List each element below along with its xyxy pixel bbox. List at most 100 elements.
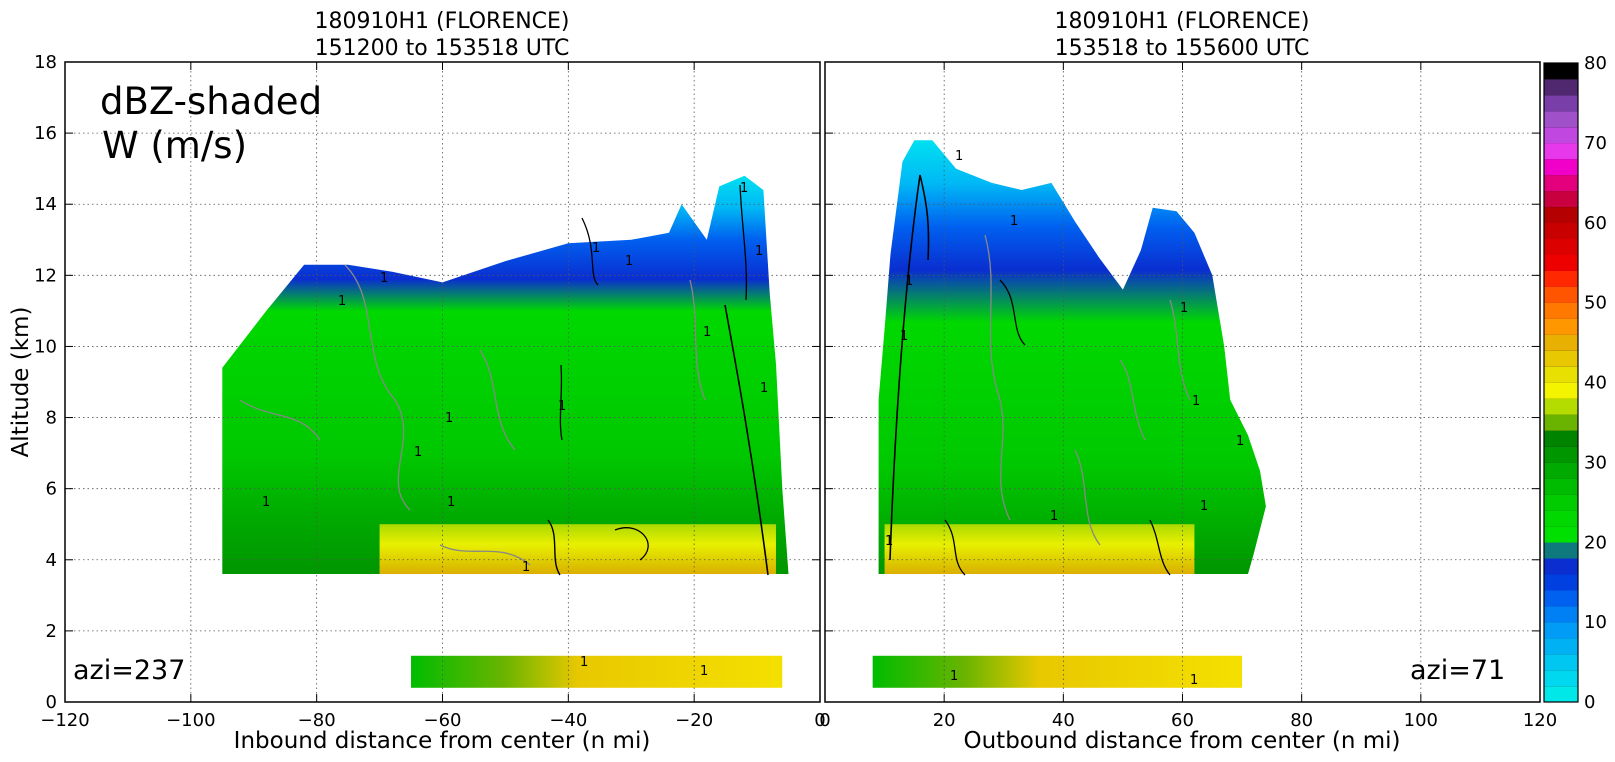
colorbar-segment: [1544, 190, 1578, 208]
x-tick-label: 20: [933, 710, 956, 731]
colorbar-segment: [1544, 366, 1578, 383]
colorbar-segment: [1544, 94, 1578, 112]
left-reflectivity-field: [222, 175, 789, 575]
colorbar-tick-label: 50: [1584, 293, 1607, 314]
y-tick-label: 16: [34, 123, 57, 144]
downdraft-contour: [984, 234, 1011, 521]
left-contour-labels: 1 1 1 1 1 1 1 1 1 1 1 1 1 1 1 1: [262, 181, 768, 679]
colorbar-segment: [1544, 382, 1578, 399]
contour-label: 1: [522, 560, 530, 575]
left-melting-layer: [379, 524, 776, 574]
left-azimuth-label: azi=237: [73, 655, 185, 686]
colorbar-segment: [1544, 670, 1578, 687]
updraft-contour: [739, 184, 748, 301]
contour-label: 1: [1200, 499, 1208, 514]
x-tick-label: 0: [814, 710, 825, 731]
y-axis-label: Altitude (km): [8, 307, 34, 458]
contour-label: 1: [445, 411, 453, 426]
contour-label: 1: [885, 534, 893, 549]
colorbar-segment: [1544, 110, 1578, 128]
x-tick-label: −120: [40, 710, 89, 731]
y-tick-label: 12: [34, 265, 57, 286]
colorbar-segment: [1544, 254, 1578, 271]
colorbar-segment: [1544, 142, 1578, 160]
downdraft-contour: [239, 399, 321, 441]
colorbar-segment: [1544, 478, 1578, 495]
x-tick-label: −20: [675, 710, 713, 731]
colorbar-segments: [1544, 62, 1578, 703]
contour-label: 1: [700, 664, 708, 679]
colorbar-segment: [1544, 494, 1578, 511]
x-tick-label: 60: [1171, 710, 1194, 731]
colorbar-ticks: 0 10 20 30 40 50 60 70 80: [1584, 53, 1607, 713]
y-tick-label: 6: [46, 479, 57, 500]
colorbar-segment: [1544, 398, 1578, 415]
right-contour-labels: 1 1 1 1 1 1 1 1 1 1 1 1: [885, 149, 1244, 688]
x-tick-label: 120: [1523, 710, 1557, 731]
contour-label: 1: [580, 655, 588, 670]
colorbar-tick-label: 80: [1584, 53, 1607, 74]
contour-label: 1: [900, 329, 908, 344]
contour-label: 1: [380, 271, 388, 286]
contour-label: 1: [1236, 434, 1244, 449]
right-contours: [889, 174, 1191, 576]
colorbar-segment: [1544, 558, 1578, 575]
x-tick-label: 40: [1052, 710, 1075, 731]
left-grid: [65, 62, 820, 702]
contour-label: 1: [1010, 214, 1018, 229]
colorbar-tick-label: 30: [1584, 452, 1607, 473]
downdraft-contour: [344, 264, 411, 511]
colorbar-segment: [1544, 462, 1578, 479]
colorbar-segment: [1544, 574, 1578, 591]
colorbar-segment: [1544, 63, 1578, 80]
updraft-contour: [999, 279, 1026, 346]
contour-label: 1: [1180, 301, 1188, 316]
downdraft-contour: [1119, 359, 1146, 441]
y-tick-label: 2: [46, 621, 57, 642]
updraft-contour: [1149, 519, 1171, 576]
contour-label: 1: [1192, 394, 1200, 409]
contour-label: 1: [950, 669, 958, 684]
left-panel: 180910H1 (FLORENCE) 151200 to 153518 UTC: [8, 9, 826, 754]
right-low-level-band: [872, 655, 1243, 688]
left-title-line2: 151200 to 153518 UTC: [315, 36, 570, 61]
colorbar-segment: [1544, 686, 1578, 703]
contour-label: 1: [262, 495, 270, 510]
contour-label: 1: [755, 244, 763, 259]
contour-label: 1: [414, 445, 422, 460]
x-tick-label: −80: [298, 710, 336, 731]
colorbar-tick-label: 20: [1584, 532, 1607, 553]
colorbar-segment: [1544, 302, 1578, 319]
right-melting-layer: [884, 524, 1195, 574]
downdraft-contour: [1169, 299, 1191, 401]
colorbar-segment: [1544, 222, 1578, 240]
x-tick-label: −60: [424, 710, 462, 731]
x-tick-label: −40: [549, 710, 587, 731]
annotation-w-units: W (m/s): [102, 124, 247, 167]
colorbar-segment: [1544, 638, 1578, 655]
colorbar-segment: [1544, 126, 1578, 144]
right-grid: [825, 62, 1540, 702]
colorbar-segment: [1544, 446, 1578, 463]
y-tick-label: 0: [46, 692, 57, 713]
colorbar-segment: [1544, 606, 1578, 623]
colorbar-segment: [1544, 286, 1578, 303]
colorbar-segment: [1544, 318, 1578, 335]
x-tick-label: 0: [819, 710, 830, 731]
right-x-axis-label: Outbound distance from center (n mi): [964, 728, 1401, 754]
colorbar-segment: [1544, 414, 1578, 431]
x-tick-label: −100: [166, 710, 215, 731]
colorbar-segment: [1544, 510, 1578, 527]
y-tick-label: 4: [46, 550, 57, 571]
colorbar-tick-label: 40: [1584, 373, 1607, 394]
y-tick-label: 18: [34, 52, 57, 73]
colorbar-tick-label: 0: [1584, 692, 1595, 713]
colorbar-segment: [1544, 78, 1578, 96]
colorbar-segment: [1544, 174, 1578, 192]
y-tick-label: 10: [34, 336, 57, 357]
left-contours: [239, 184, 769, 576]
contour-label: 1: [625, 254, 633, 269]
colorbar-segment: [1544, 270, 1578, 287]
colorbar-frame: [1543, 62, 1579, 703]
